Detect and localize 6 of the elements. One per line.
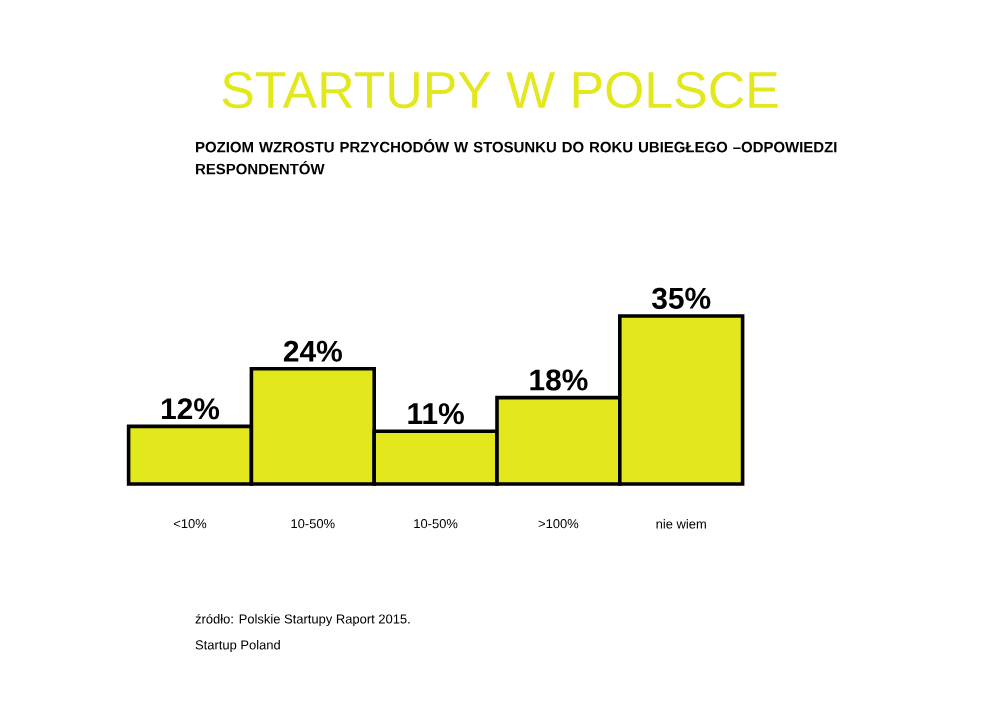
data-label: 35% <box>651 287 711 309</box>
data-label: 18% <box>530 369 588 391</box>
data-label: 24% <box>283 340 342 362</box>
data-label: 11% <box>408 403 464 425</box>
chart-title: STARTUPY W POLSCE <box>222 71 778 109</box>
data-label: 12% <box>161 398 220 420</box>
